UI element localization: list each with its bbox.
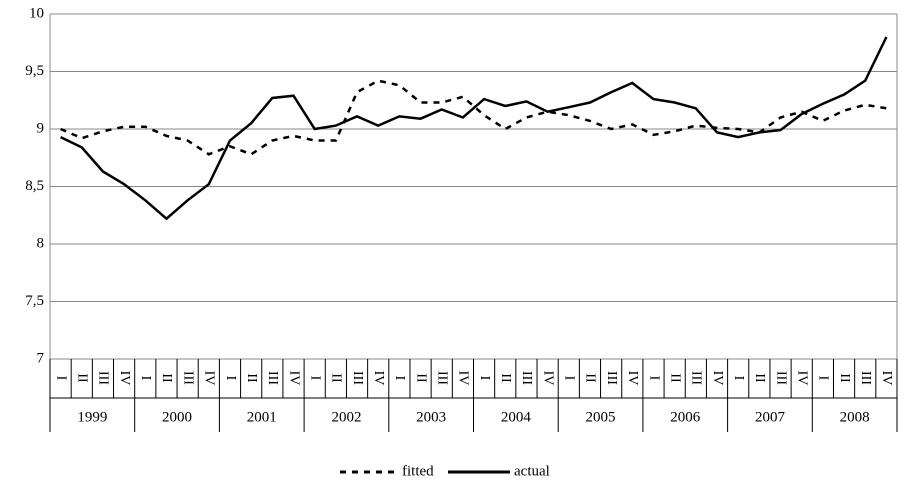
x-tick-label: I	[223, 376, 238, 381]
x-tick-label: III	[519, 371, 534, 385]
x-tick-label: IV	[286, 371, 301, 386]
x-tick-label: IV	[117, 371, 132, 386]
legend-label: actual	[514, 463, 550, 479]
x-tick-label: I	[477, 376, 492, 381]
x-tick-label: I	[53, 376, 68, 381]
x-tick-label: I	[392, 376, 407, 381]
x-group-label: 2003	[416, 409, 446, 425]
x-group-label: 2001	[247, 409, 277, 425]
x-group-label: 1999	[77, 409, 107, 425]
x-tick-label: III	[96, 371, 111, 385]
x-group-label: 2002	[331, 409, 361, 425]
x-tick-label: IV	[456, 371, 471, 386]
x-group-label: 2007	[755, 409, 786, 425]
y-tick-label: 9,5	[25, 63, 44, 79]
x-group-label: 2004	[501, 409, 532, 425]
x-tick-label: III	[350, 371, 365, 385]
y-tick-label: 10	[29, 5, 44, 21]
y-tick-label: 8,5	[25, 178, 44, 194]
x-group-label: 2000	[162, 409, 192, 425]
x-tick-label: IV	[202, 371, 217, 386]
x-tick-label: I	[562, 376, 577, 381]
y-tick-label: 7	[37, 350, 45, 366]
x-tick-label: IV	[371, 371, 386, 386]
x-tick-label: I	[731, 376, 746, 381]
y-tick-label: 9	[37, 120, 45, 136]
y-tick-label: 8	[37, 235, 45, 251]
line-series	[60, 36, 888, 221]
x-group-label: 2005	[586, 409, 616, 425]
x-group-label: 2008	[840, 409, 870, 425]
x-tick-label: II	[837, 373, 852, 383]
x-tick-label: IV	[625, 371, 640, 386]
x-tick-label: I	[307, 376, 322, 381]
x-tick-label: I	[646, 376, 661, 381]
x-tick-label: IV	[540, 371, 555, 386]
x-tick-label: III	[689, 371, 704, 385]
x-tick-label: II	[752, 373, 767, 383]
x-tick-label: IV	[879, 371, 894, 386]
x-tick-label: III	[435, 371, 450, 385]
x-tick-label: III	[773, 371, 788, 385]
x-group-label: 2006	[670, 409, 701, 425]
x-tick-label: II	[413, 373, 428, 383]
x-tick-label: II	[75, 373, 90, 383]
x-tick-label: II	[498, 373, 513, 383]
legend-label: fitted	[402, 463, 434, 479]
x-tick-label: II	[667, 373, 682, 383]
x-tick-label: I	[816, 376, 831, 381]
x-tick-label: III	[604, 371, 619, 385]
line-series	[60, 79, 887, 156]
x-tick-label: I	[138, 376, 153, 381]
y-tick-label: 7,5	[25, 293, 44, 309]
x-tick-label: II	[159, 373, 174, 383]
x-tick-label: IV	[794, 371, 809, 386]
x-tick-label: III	[858, 371, 873, 385]
x-tick-label: IV	[710, 371, 725, 386]
x-tick-label: III	[180, 371, 195, 385]
x-tick-label: II	[583, 373, 598, 383]
x-tick-label: II	[329, 373, 344, 383]
x-tick-label: II	[244, 373, 259, 383]
x-tick-label: III	[265, 371, 280, 385]
